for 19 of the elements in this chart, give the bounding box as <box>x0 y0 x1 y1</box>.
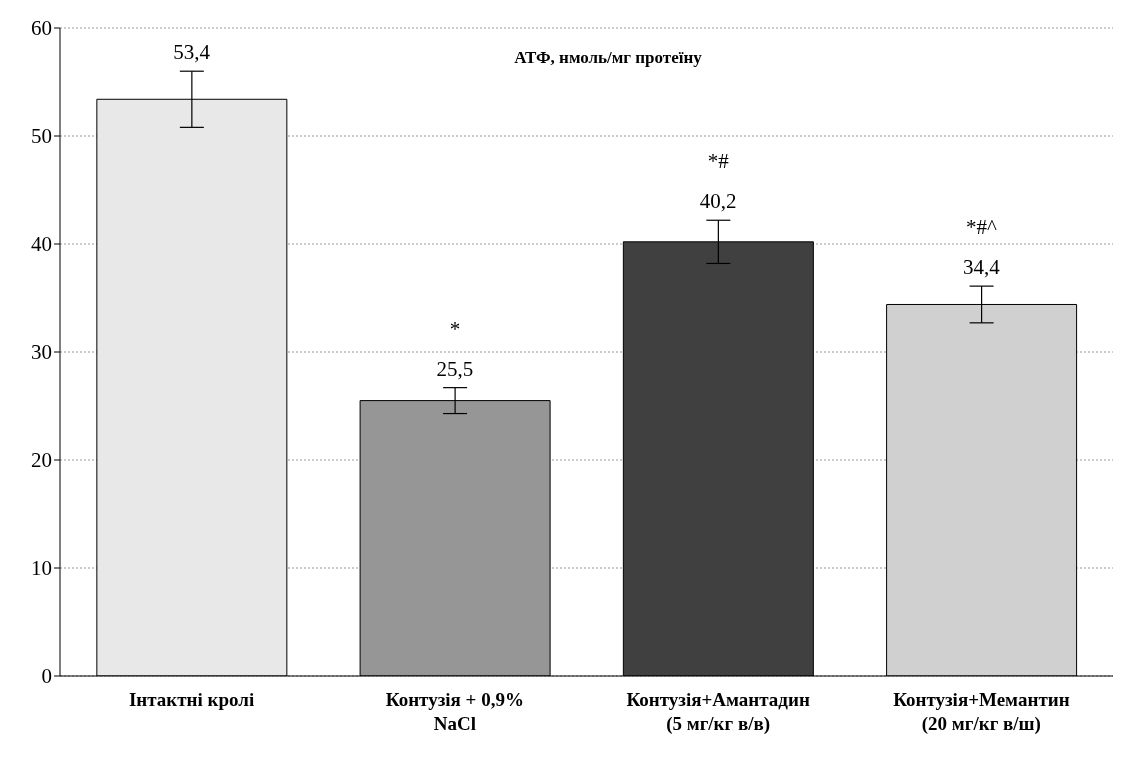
y-tick-label: 20 <box>31 448 52 473</box>
y-tick-label: 50 <box>31 124 52 149</box>
x-tick-label: Інтактні кролі <box>128 689 255 710</box>
y-tick-label: 30 <box>31 340 52 365</box>
text: АТФ, нмоль/мг протеїну <box>513 48 703 68</box>
y-tick-label: 60 <box>31 16 52 41</box>
data-label: 34,4 <box>963 255 1001 280</box>
x-tick-label: Контузія+Амантадин (5 мг/кг в/в) <box>626 689 810 735</box>
y-tick-label: 0 <box>41 664 52 689</box>
annotation: *#^ <box>965 215 997 240</box>
data-label: 53,4 <box>173 40 211 65</box>
data-label: 40,2 <box>699 189 737 214</box>
y-tick-label: 10 <box>31 556 52 581</box>
x-tick-label: Контузія + 0,9% NaCl <box>385 689 524 734</box>
x-tick-label: Контузія+Мемантин (20 мг/кг в/ш) <box>893 689 1070 735</box>
y-tick-label: 40 <box>31 232 52 257</box>
annotation: *# <box>707 149 730 174</box>
data-label: 25,5 <box>436 356 474 381</box>
annotation: * <box>449 316 461 341</box>
